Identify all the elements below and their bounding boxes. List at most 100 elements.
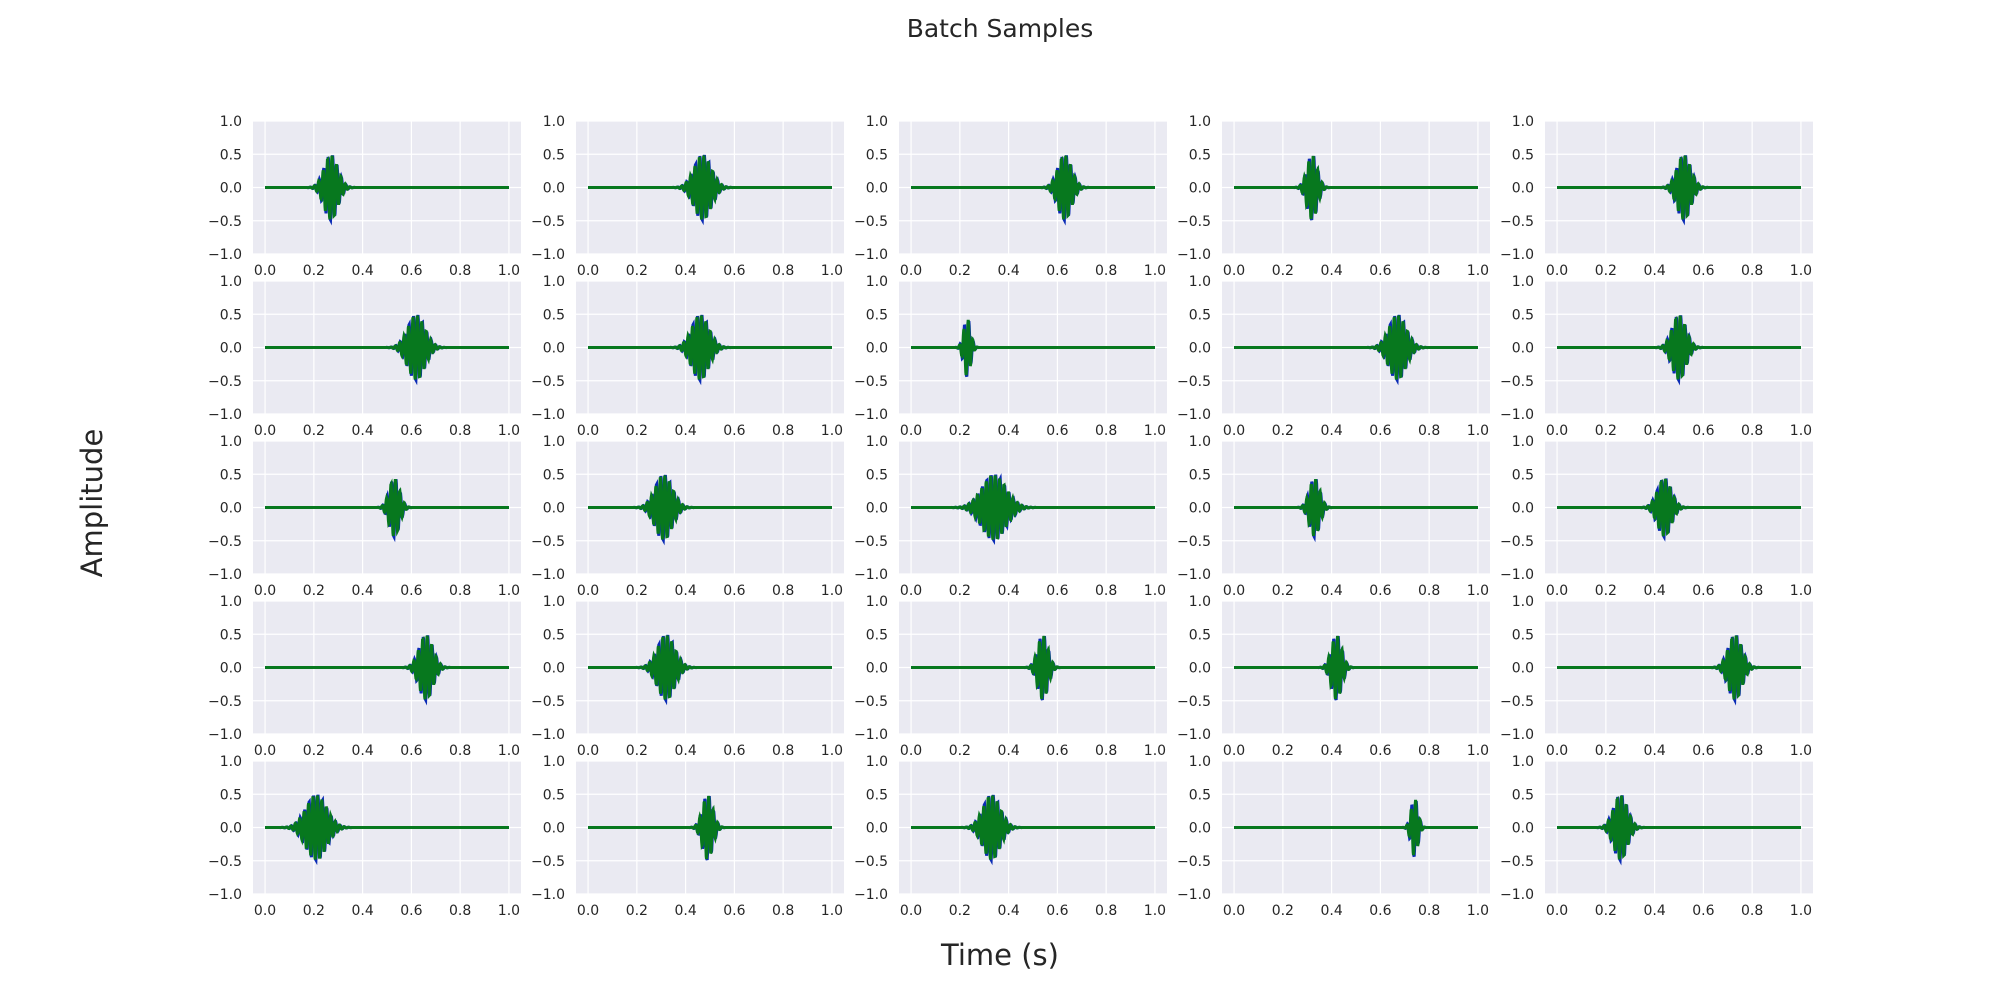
series-line-green — [911, 475, 1155, 540]
y-tick-label: 1.0 — [543, 434, 565, 450]
x-tick-label: 0.8 — [772, 583, 794, 599]
x-tick-label: 0.2 — [1595, 423, 1617, 439]
x-tick-label: 0.4 — [351, 743, 373, 759]
x-tick-label: 1.0 — [498, 583, 520, 599]
y-tick-label: 0.5 — [866, 467, 888, 483]
x-tick-label: 0.8 — [1095, 263, 1117, 279]
x-tick-label: 0.0 — [900, 903, 922, 919]
x-tick-label: 0.2 — [303, 423, 325, 439]
subplot: 0.0 0.2 0.4 0.6 0.8 1.0 1.0 0.5 0.0 −0.5 −1.0 — [1177, 594, 1490, 759]
y-tick-label: 1.0 — [866, 114, 888, 130]
subplot: 0.0 0.2 0.4 0.6 0.8 1.0 1.0 0.5 0.0 −0.5 −1.0 — [208, 114, 521, 279]
x-tick-label: 0.2 — [1272, 743, 1294, 759]
y-tick-label: −1.0 — [208, 407, 242, 423]
x-tick-label: 0.2 — [949, 583, 971, 599]
x-tick-label: 0.6 — [1692, 583, 1714, 599]
x-tick-label: 0.2 — [303, 263, 325, 279]
y-tick-label: 0.5 — [543, 787, 565, 803]
x-tick-label: 0.2 — [1595, 903, 1617, 919]
y-tick-label: 1.0 — [220, 274, 242, 290]
x-tick-label: 1.0 — [1144, 263, 1166, 279]
x-tick-label: 0.4 — [674, 743, 696, 759]
x-tick-label: 0.2 — [626, 583, 648, 599]
x-tick-label: 0.4 — [997, 903, 1019, 919]
y-tick-label: 0.0 — [866, 341, 888, 357]
y-tick-label: −0.5 — [208, 854, 242, 870]
x-tick-label: 0.6 — [1692, 903, 1714, 919]
x-tick-label: 0.2 — [1272, 903, 1294, 919]
x-tick-label: 0.2 — [626, 263, 648, 279]
y-tick-label: −0.5 — [208, 214, 242, 230]
subplot: 0.0 0.2 0.4 0.6 0.8 1.0 1.0 0.5 0.0 −0.5 −1.0 — [854, 434, 1167, 599]
y-tick-label: 1.0 — [1512, 594, 1534, 610]
y-tick-label: −0.5 — [1500, 694, 1534, 710]
y-tick-label: −1.0 — [854, 247, 888, 263]
y-tick-label: 0.0 — [543, 181, 565, 197]
subplot: 0.0 0.2 0.4 0.6 0.8 1.0 1.0 0.5 0.0 −0.5 −1.0 — [531, 434, 844, 599]
x-tick-label: 0.8 — [1741, 903, 1763, 919]
x-tick-label: 0.2 — [626, 423, 648, 439]
y-tick-label: −0.5 — [1500, 534, 1534, 550]
x-tick-label: 1.0 — [1790, 903, 1812, 919]
y-tick-label: −1.0 — [531, 407, 565, 423]
y-tick-label: −0.5 — [208, 534, 242, 550]
x-tick-label: 0.4 — [351, 423, 373, 439]
series-line-green — [1557, 315, 1801, 380]
x-tick-label: 0.6 — [1692, 423, 1714, 439]
y-tick-label: −0.5 — [1177, 694, 1211, 710]
series-line-green — [1234, 155, 1478, 220]
x-tick-label: 0.6 — [1046, 263, 1068, 279]
x-tick-label: 0.8 — [772, 263, 794, 279]
y-tick-label: −1.0 — [1500, 567, 1534, 583]
series-line-green — [1557, 155, 1801, 220]
x-tick-label: 0.4 — [1320, 423, 1342, 439]
y-tick-label: 0.5 — [1512, 787, 1534, 803]
y-tick-label: −1.0 — [1177, 247, 1211, 263]
series-line-green — [1557, 478, 1801, 537]
subplot: 0.0 0.2 0.4 0.6 0.8 1.0 1.0 0.5 0.0 −0.5 −1.0 — [854, 594, 1167, 759]
y-tick-label: 0.0 — [1189, 821, 1211, 837]
y-tick-label: 0.5 — [220, 467, 242, 483]
y-tick-label: 0.5 — [866, 787, 888, 803]
x-tick-label: 0.2 — [626, 903, 648, 919]
y-tick-label: 0.5 — [543, 147, 565, 163]
x-tick-label: 0.6 — [723, 583, 745, 599]
x-tick-label: 0.6 — [1369, 583, 1391, 599]
x-tick-label: 0.4 — [1643, 263, 1665, 279]
x-tick-label: 0.2 — [303, 583, 325, 599]
x-tick-label: 0.0 — [1223, 903, 1245, 919]
x-tick-label: 1.0 — [821, 423, 843, 439]
y-tick-label: 1.0 — [220, 754, 242, 770]
x-tick-label: 1.0 — [1467, 583, 1489, 599]
x-tick-label: 0.2 — [1272, 423, 1294, 439]
y-tick-label: 0.5 — [1189, 307, 1211, 323]
x-tick-label: 1.0 — [1467, 743, 1489, 759]
subplot: 0.0 0.2 0.4 0.6 0.8 1.0 1.0 0.5 0.0 −0.5 −1.0 — [854, 754, 1167, 919]
y-tick-label: 1.0 — [1189, 434, 1211, 450]
x-tick-label: 1.0 — [1144, 743, 1166, 759]
series-line-green — [1234, 799, 1478, 856]
x-tick-label: 0.6 — [1369, 903, 1391, 919]
y-tick-label: −0.5 — [208, 374, 242, 390]
x-tick-label: 0.0 — [1546, 423, 1568, 439]
x-tick-label: 0.8 — [1418, 583, 1440, 599]
y-tick-label: 0.5 — [220, 147, 242, 163]
y-tick-label: 1.0 — [866, 754, 888, 770]
x-tick-label: 0.2 — [1595, 263, 1617, 279]
x-tick-label: 1.0 — [1790, 743, 1812, 759]
y-tick-label: −0.5 — [1177, 374, 1211, 390]
series-line-green — [588, 475, 832, 540]
y-tick-label: 0.5 — [1512, 467, 1534, 483]
y-tick-label: 1.0 — [866, 594, 888, 610]
x-tick-label: 1.0 — [1467, 423, 1489, 439]
x-tick-label: 0.8 — [1095, 423, 1117, 439]
x-tick-label: 0.0 — [1546, 903, 1568, 919]
y-tick-label: −0.5 — [1500, 214, 1534, 230]
x-tick-label: 0.0 — [577, 583, 599, 599]
x-tick-label: 0.0 — [1546, 743, 1568, 759]
x-tick-label: 0.8 — [1418, 743, 1440, 759]
x-tick-label: 0.4 — [351, 263, 373, 279]
y-tick-label: 0.5 — [543, 627, 565, 643]
y-tick-label: 1.0 — [1512, 114, 1534, 130]
